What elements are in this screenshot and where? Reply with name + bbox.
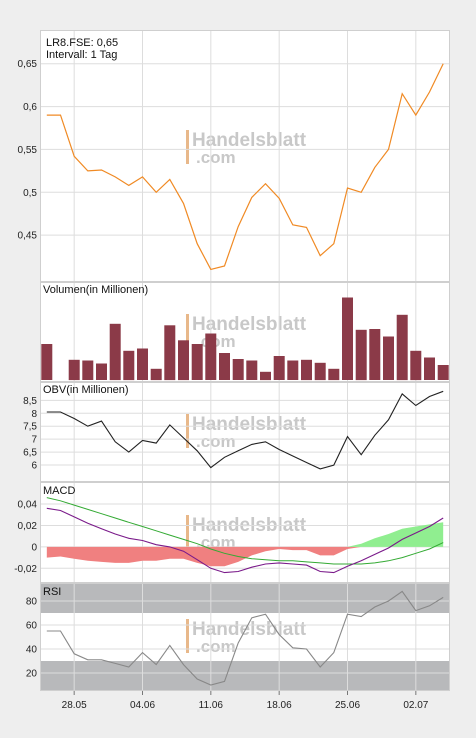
- panel-border-2: [40, 382, 450, 482]
- watermark-suffix: .com: [196, 637, 236, 656]
- y-tick-label: 40: [26, 645, 38, 656]
- panel-border-0: [40, 30, 450, 282]
- rsi-band-1: [40, 661, 450, 691]
- volume-bar: [437, 365, 449, 380]
- price-line: [46, 63, 444, 271]
- watermark-bar: [186, 414, 189, 448]
- panel-background-0: [40, 30, 450, 282]
- x-tick-label: 25.06: [335, 700, 360, 711]
- watermark-bar: [186, 314, 189, 348]
- x-tick-label: 18.06: [267, 700, 292, 711]
- obv-line: [46, 390, 444, 470]
- volume-bar: [96, 363, 107, 380]
- volume-bar: [410, 350, 422, 381]
- y-tick-label: 0,45: [18, 231, 38, 242]
- x-tick-label: 04.06: [130, 700, 155, 711]
- y-tick-label: 0,55: [18, 145, 38, 156]
- y-tick-label: 6: [31, 461, 37, 472]
- watermark-suffix: .com: [196, 148, 236, 167]
- volume-bar: [355, 329, 367, 381]
- y-tick-label: 80: [26, 597, 38, 608]
- watermark-bar: [186, 515, 189, 549]
- y-tick-label: 20: [26, 669, 38, 680]
- volume-bar: [342, 297, 353, 380]
- volume-bar: [205, 333, 217, 380]
- x-tick-label: 02.07: [403, 700, 428, 711]
- watermark-brand: Handelsblatt: [192, 414, 307, 435]
- volume-panel-title: Volumen(in Millionen): [43, 284, 148, 296]
- y-tick-label: 7: [31, 435, 37, 446]
- volume-bar: [369, 329, 381, 380]
- volume-bar: [314, 362, 326, 381]
- watermark-bar: [186, 130, 189, 164]
- macd-line: [46, 507, 444, 574]
- volume-bar: [150, 368, 162, 381]
- y-tick-label: 0,6: [23, 102, 37, 113]
- rsi-band-0: [40, 583, 450, 613]
- volume-bar: [301, 359, 312, 381]
- y-tick-label: 0: [31, 542, 37, 553]
- macd-histogram-positive: [46, 522, 444, 547]
- y-tick-label: 8: [31, 409, 37, 420]
- rsi-panel-title: RSI: [43, 586, 61, 598]
- panel-border-1: [40, 282, 450, 382]
- panel-border-3: [40, 482, 450, 583]
- volume-bar: [424, 357, 435, 380]
- y-tick-label: 0,04: [18, 500, 38, 511]
- rsi-line: [46, 590, 444, 686]
- volume-bar: [68, 359, 80, 381]
- watermark-suffix: .com: [196, 432, 236, 451]
- macd-panel-title: MACD: [43, 485, 75, 497]
- volume-bar: [273, 356, 285, 380]
- y-tick-label: 0,02: [18, 521, 38, 532]
- volume-bar: [328, 368, 340, 381]
- y-tick-label: 0,5: [23, 188, 37, 199]
- y-tick-label: 60: [26, 621, 38, 632]
- volume-bar: [137, 348, 148, 380]
- watermark-brand: Handelsblatt: [192, 314, 307, 335]
- volume-bar: [123, 350, 135, 381]
- volume-bar: [41, 344, 53, 380]
- volume-bar: [260, 371, 271, 381]
- x-tick-label: 11.06: [199, 700, 224, 711]
- volume-bar: [232, 359, 244, 380]
- volume-bar: [246, 360, 258, 380]
- symbol-price-label: LR8.FSE: 0,65: [46, 37, 118, 49]
- macd-signal-line: [46, 497, 444, 565]
- volume-bar: [287, 360, 299, 380]
- volume-bar: [219, 353, 230, 380]
- panel-background-1: [40, 282, 450, 382]
- volume-bar: [109, 323, 121, 381]
- y-tick-label: 7,5: [23, 422, 37, 433]
- watermark-brand: Handelsblatt: [192, 130, 307, 151]
- watermark-brand: Handelsblatt: [192, 619, 307, 640]
- y-tick-label: -0,02: [14, 564, 37, 575]
- volume-bar: [191, 344, 203, 380]
- obv-panel-title: OBV(in Millionen): [43, 384, 129, 396]
- panel-border-4: [40, 583, 450, 691]
- y-tick-label: 8,5: [23, 396, 37, 407]
- y-tick-label: 6,5: [23, 448, 37, 459]
- volume-bar: [164, 325, 176, 381]
- panel-background-3: [40, 482, 450, 583]
- y-tick-label: 0,65: [18, 59, 38, 70]
- x-tick-label: 28.05: [62, 700, 87, 711]
- volume-bar: [383, 336, 394, 380]
- macd-histogram-negative: [46, 546, 444, 567]
- volume-bar: [396, 314, 408, 381]
- watermark-bar: [186, 619, 189, 653]
- volume-bar: [82, 360, 94, 380]
- interval-label: Intervall: 1 Tag: [46, 49, 117, 61]
- volume-bar: [178, 340, 189, 381]
